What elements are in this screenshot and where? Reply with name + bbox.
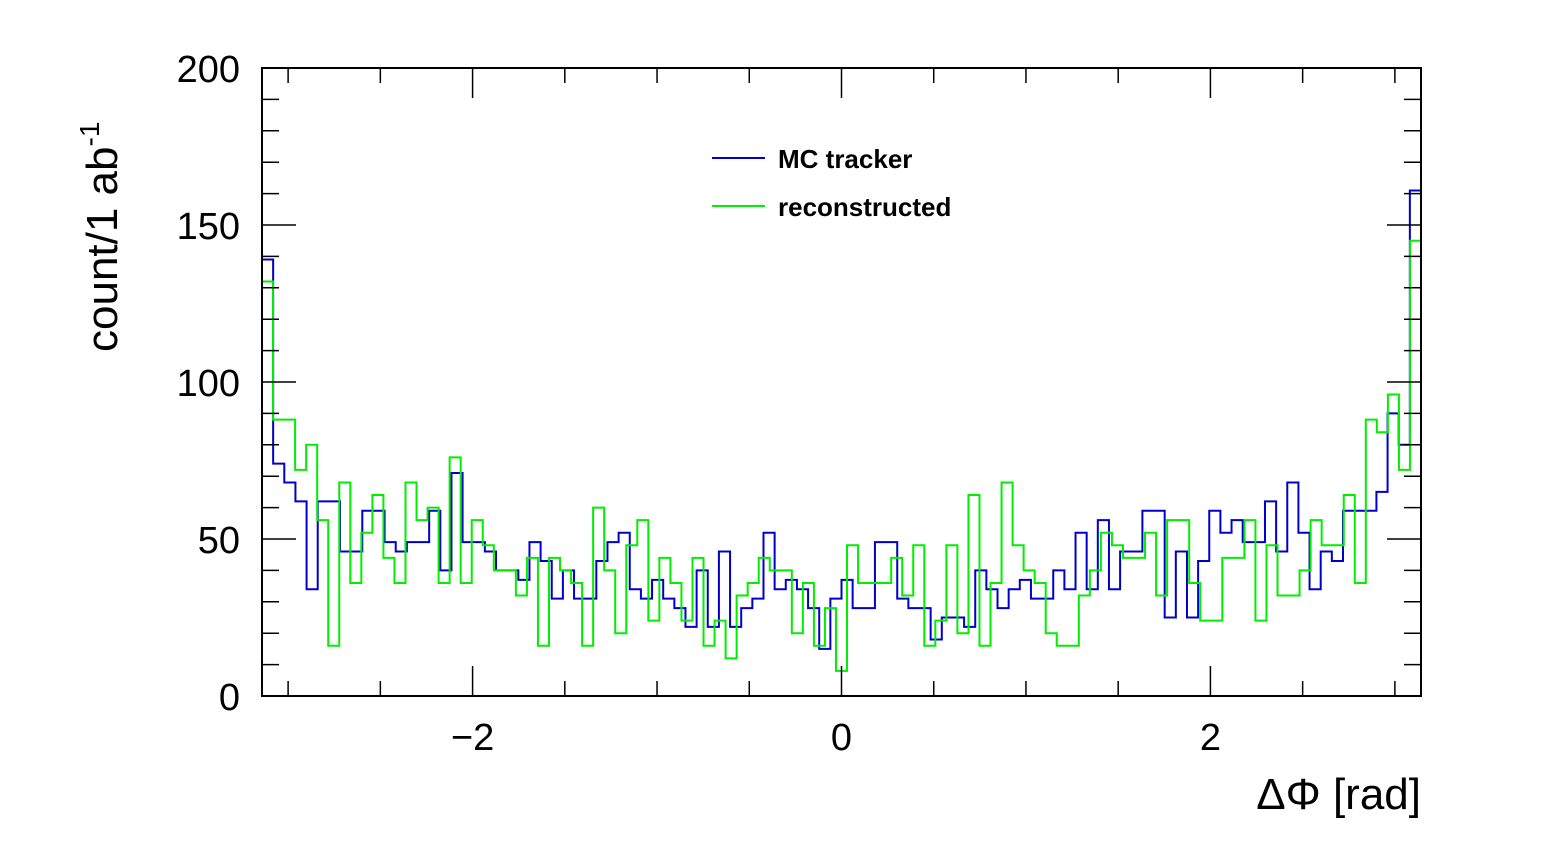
y-tick-label: 100: [177, 363, 240, 405]
series-reconstructed: [261, 239, 1422, 696]
y-axis-title-superscript: -1: [74, 122, 105, 147]
series-mc-tracker: [261, 189, 1422, 696]
legend-label-reconstructed: reconstructed: [778, 192, 951, 222]
tick-labels: 0 50 100 150 200 −2 0 2: [177, 49, 1221, 759]
x-tick-label: 0: [831, 717, 852, 759]
x-tick-label: −2: [451, 717, 494, 759]
y-tick-label: 150: [177, 206, 240, 248]
x-tick-label: 2: [1200, 717, 1221, 759]
x-axis-title: ΔΦ [rad]: [1256, 770, 1421, 819]
y-tick-label: 200: [177, 49, 240, 91]
y-axis-title-text: count/1 ab: [78, 147, 127, 353]
series-layer: [261, 189, 1422, 696]
y-tick-label: 0: [219, 677, 240, 719]
y-axis-title-group: count/1 ab-1: [74, 122, 127, 352]
axis-ticks: [262, 67, 1421, 697]
legend-label-mc-tracker: MC tracker: [778, 144, 912, 174]
y-tick-label: 50: [198, 520, 240, 562]
legend: MC tracker reconstructed: [712, 144, 951, 222]
y-axis-title: count/1 ab-1: [74, 122, 127, 352]
